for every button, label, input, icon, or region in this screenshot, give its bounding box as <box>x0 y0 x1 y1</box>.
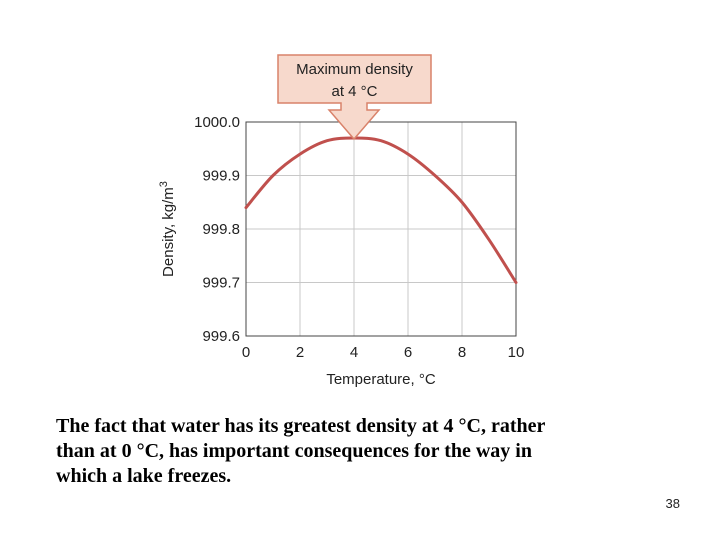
y-axis-label-superscript: 3 <box>158 181 170 187</box>
y-tick-label: 999.9 <box>202 168 240 185</box>
x-tick-label: 0 <box>242 344 250 361</box>
caption-line-1: The fact that water has its greatest den… <box>56 415 546 437</box>
annotation-callout <box>277 54 432 141</box>
y-tick-label: 999.6 <box>202 328 240 345</box>
density-chart: 0 2 4 6 8 10 1000.0 999.9 999.8 999.7 999.6 Maximu… <box>158 54 524 388</box>
y-axis-label-text: Density, kg/m <box>160 187 177 277</box>
annotation-line-1: Maximum density <box>296 61 413 78</box>
density-curve <box>244 136 518 284</box>
caption-line-3: which a lake freezes. <box>56 465 232 487</box>
page-number: 38 <box>665 496 680 511</box>
y-tick-label: 999.7 <box>202 275 240 292</box>
annotation-line-2: at 4 °C <box>331 83 377 100</box>
y-axis-label: Density, kg/m3 <box>158 181 177 277</box>
x-tick-label: 10 <box>508 344 525 361</box>
caption-line-2: than at 0 °C, has important consequences… <box>56 440 532 462</box>
x-tick-label: 8 <box>458 344 466 361</box>
x-axis-label: Temperature, °C <box>326 371 436 388</box>
y-tick-label: 999.8 <box>202 221 240 238</box>
tick-labels: 0 2 4 6 8 10 1000.0 999.9 999.8 999.7 999.6 <box>194 114 524 361</box>
x-tick-label: 4 <box>350 344 358 361</box>
chart-series <box>244 136 518 284</box>
x-tick-label: 2 <box>296 344 304 361</box>
chart-grid <box>245 121 517 337</box>
slide-caption: The fact that water has its greatest den… <box>56 414 656 489</box>
max-density-annotation: Maximum density at 4 °C <box>277 54 432 141</box>
plot-frame <box>245 121 517 337</box>
y-tick-label: 1000.0 <box>194 114 240 131</box>
x-tick-label: 6 <box>404 344 412 361</box>
